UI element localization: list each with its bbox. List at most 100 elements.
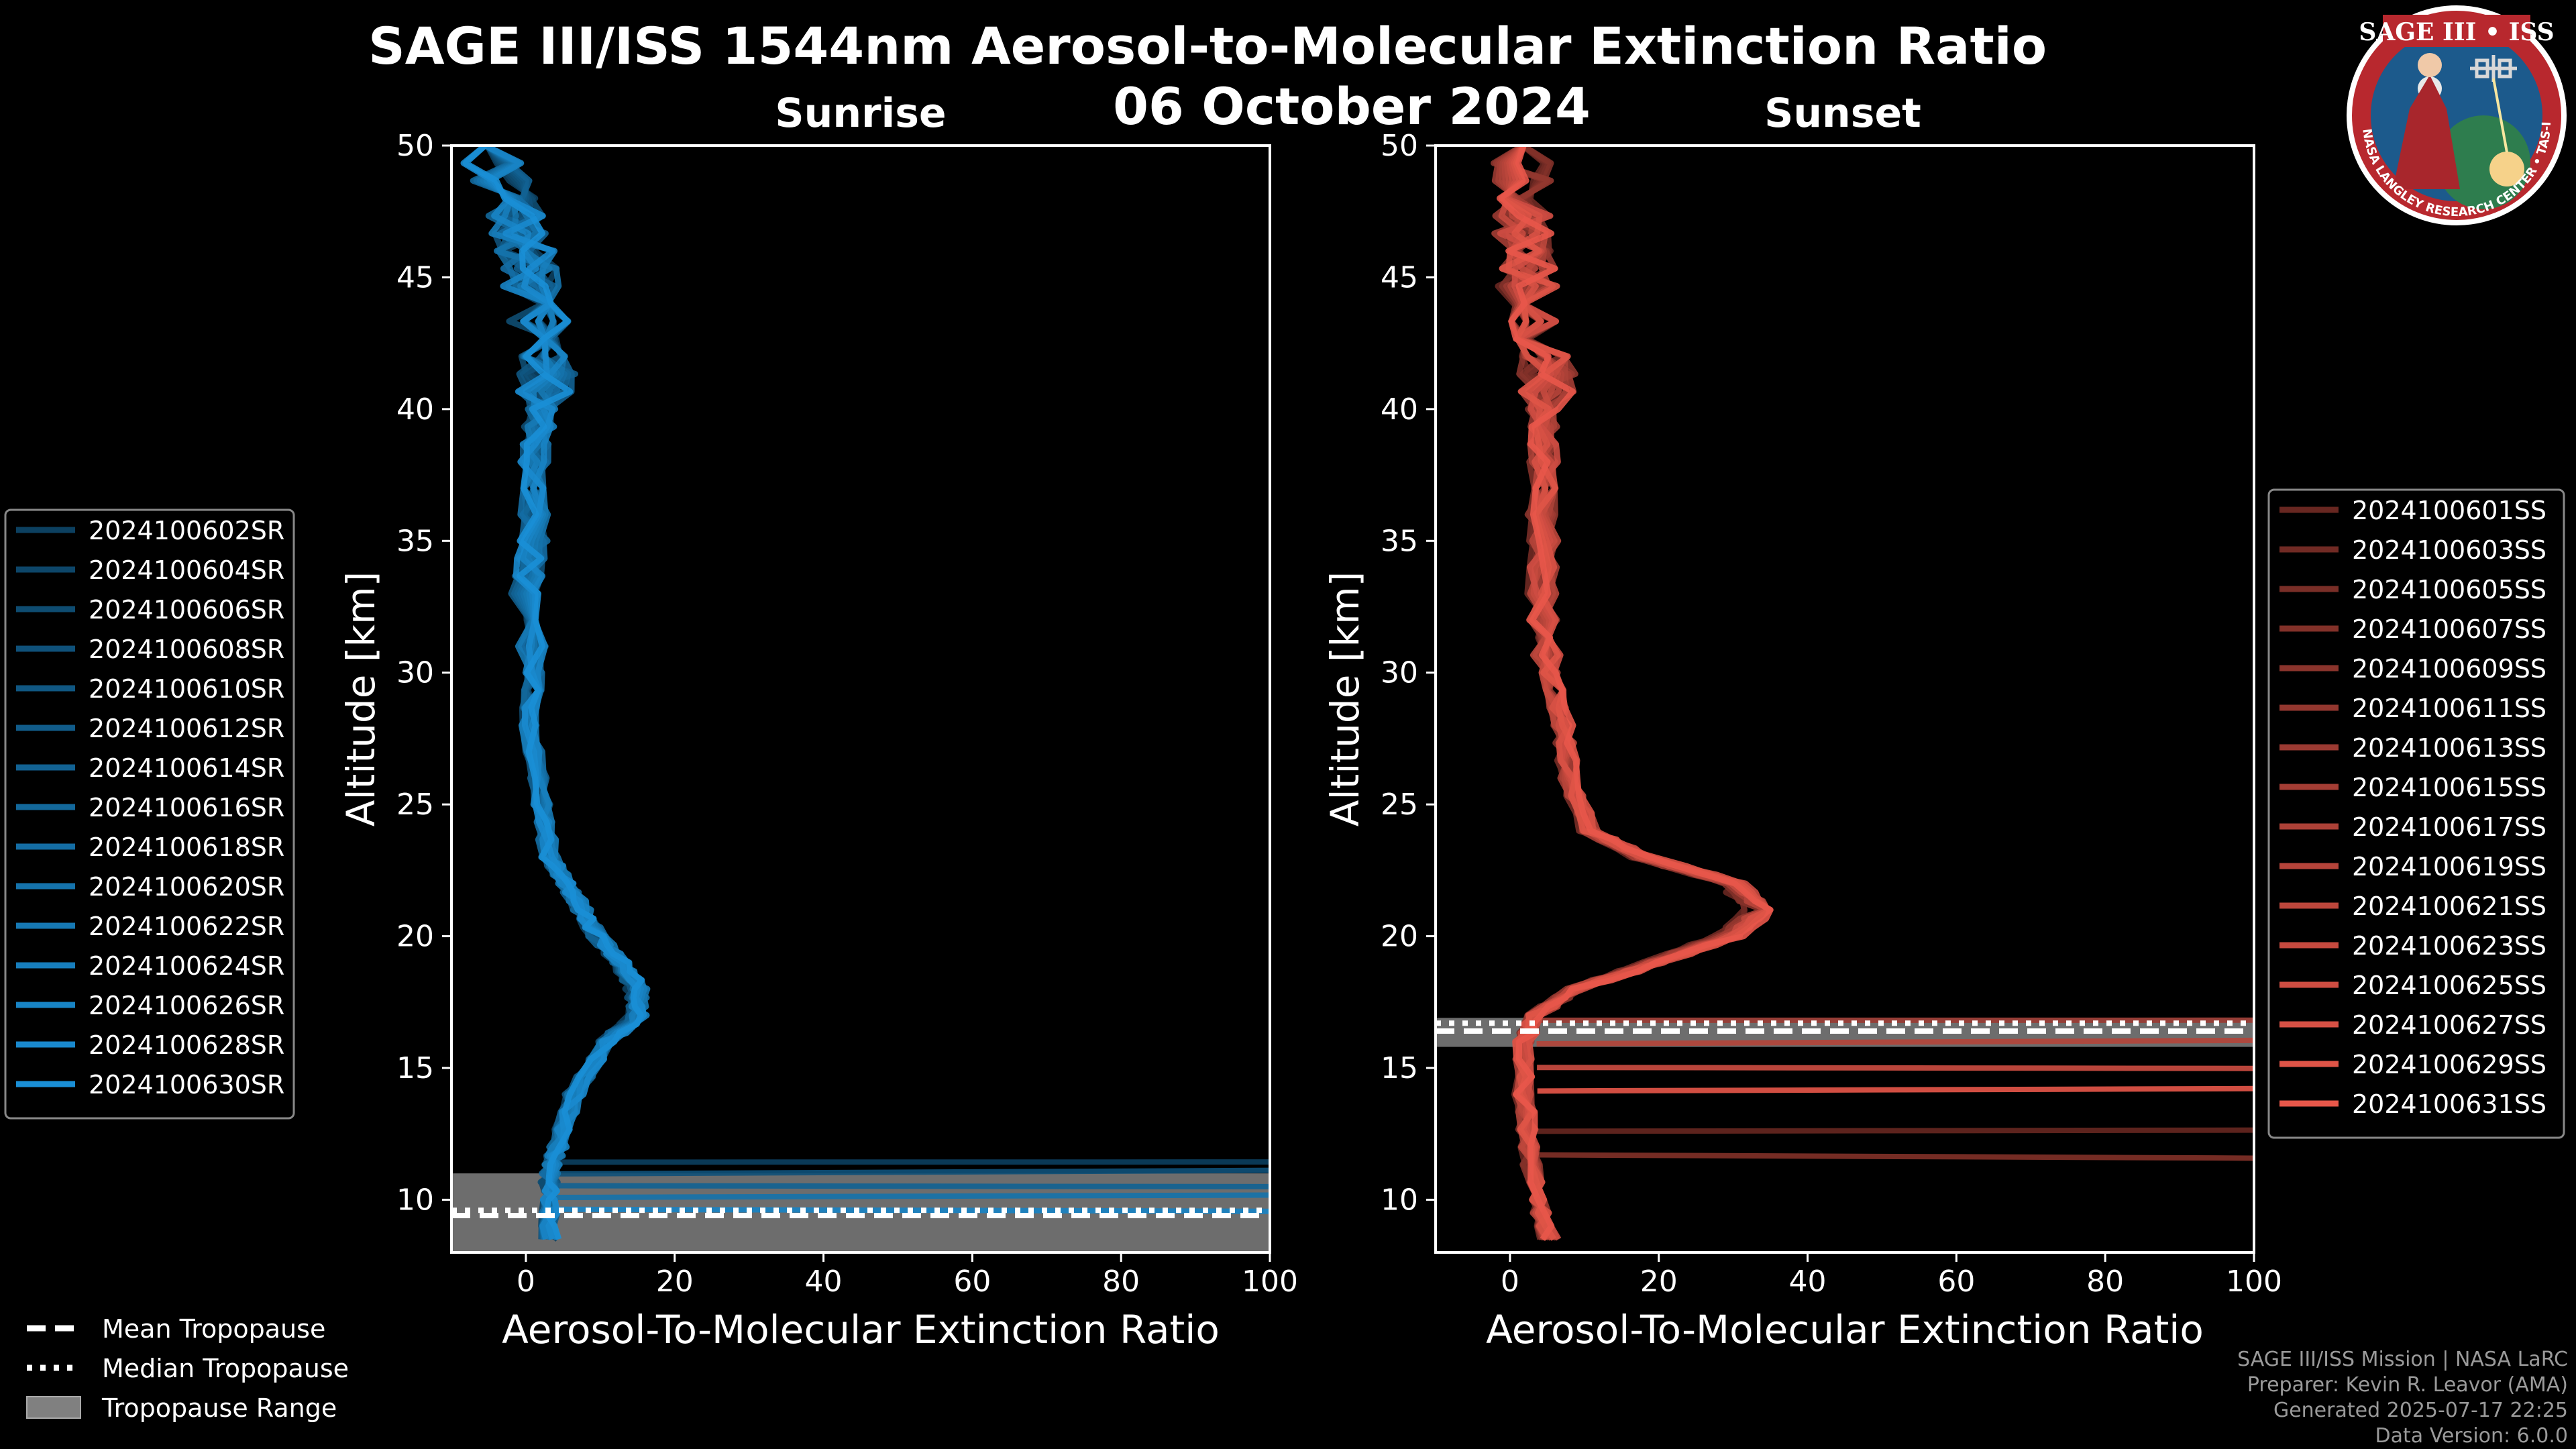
sunrise-plot-area: [451, 146, 1270, 1252]
credits: SAGE III/ISS Mission | NASA LaRC Prepare…: [2237, 1348, 2568, 1448]
sunset-legend-label: 2024100621SS: [2352, 892, 2546, 921]
sunrise-xtick-label: 0: [517, 1265, 535, 1299]
sunrise-legend-box: [4, 508, 295, 1120]
sunrise-legend-label: 2024100628SR: [89, 1030, 284, 1060]
sunrise-legend-label: 2024100618SR: [89, 833, 284, 862]
sunrise-series-line: [484, 146, 644, 1240]
sunset-legend-label: 2024100623SS: [2352, 931, 2546, 961]
logo-iss-icon: [2470, 55, 2517, 82]
tropopause-legend-label: Tropopause Range: [101, 1393, 337, 1423]
sunrise-legend: 2024100602SR 2024100604SR 2024100606SR 2024…: [4, 508, 295, 1120]
sunrise-series-line: [484, 146, 650, 1240]
sunset-xlabel: Aerosol-To-Molecular Extinction Ratio: [1486, 1307, 2204, 1352]
sunset-legend: 2024100601SS 2024100603SS 2024100605SS 2024…: [2267, 488, 2565, 1139]
sunset-legend-label: 2024100607SS: [2352, 614, 2546, 644]
sunset-ytick-label: 40: [1381, 392, 1418, 427]
sunrise-xtick-label: 60: [953, 1265, 991, 1299]
sunrise-legend-label: 2024100606SR: [89, 595, 284, 625]
sunset-ytick-label: 50: [1381, 129, 1418, 163]
sunset-panel: 0 20 40 60 80 100 10 15 20 25 30 35 40 45 50 Aerosol-To…: [1322, 90, 2282, 1352]
sunrise-ylabel: Altitude [km]: [338, 572, 384, 826]
sunset-legend-label: 2024100613SS: [2352, 733, 2546, 763]
tropopause-range-swatch: [26, 1396, 81, 1419]
logo-title-band: [2383, 15, 2530, 47]
tropopause-legend-label: Mean Tropopause: [102, 1314, 325, 1344]
sunrise-ytick-label: 35: [396, 524, 434, 558]
sunset-series-excursion: [1537, 1085, 2254, 1094]
sunrise-title: Sunrise: [775, 90, 946, 137]
sunrise-panel: 0 20 40 60 80 100 10 15 20 25 30 35 40 45 50 Aerosol-To…: [338, 90, 1298, 1352]
sunset-ylabel: Altitude [km]: [1322, 572, 1368, 826]
sunset-plot-area: [1436, 146, 2254, 1241]
sunrise-ytick-label: 50: [396, 129, 434, 163]
sunset-ytick-label: 30: [1381, 656, 1418, 690]
sunrise-ytick-label: 15: [396, 1051, 434, 1085]
sunrise-series-excursion: [549, 1167, 1270, 1177]
sunrise-ytick-label: 10: [396, 1183, 434, 1217]
sunset-ytick-label: 10: [1381, 1183, 1418, 1217]
sunrise-xtick-label: 100: [1242, 1265, 1298, 1299]
sunset-xtick-label: 0: [1501, 1265, 1519, 1299]
sunrise-series-line: [484, 146, 647, 1240]
sunset-ytick-label: 25: [1381, 788, 1418, 822]
sunset-series-excursion: [1535, 1127, 2254, 1134]
sunrise-xtick-label: 20: [656, 1265, 694, 1299]
sunrise-series-line: [484, 146, 649, 1240]
sunrise-series-line: [484, 146, 645, 1240]
sage-iii-iss-logo: SAGE III • ISS BALL • NASA LANGLEY RESEA…: [2347, 5, 2567, 225]
sunrise-series-line: [484, 146, 646, 1240]
sunrise-series-excursion: [549, 1192, 1270, 1201]
sunset-legend-label: 2024100605SS: [2352, 575, 2546, 604]
credit-line: Data Version: 6.0.0: [2375, 1424, 2568, 1448]
sunrise-series-line: [484, 146, 639, 1242]
sunrise-legend-label: 2024100608SR: [89, 635, 284, 664]
sunrise-series-line: [462, 146, 645, 1240]
logo-sun: [2489, 152, 2524, 186]
sunset-series-line: [1497, 146, 1772, 1241]
sunrise-legend-label: 2024100616SR: [89, 793, 284, 822]
sunset-series-line: [1498, 146, 1773, 1241]
sunrise-ytick-label: 40: [396, 392, 434, 427]
panels: 0 20 40 60 80 100101520253035404550Aerosol-To…: [338, 90, 2282, 1352]
sunset-xtick-label: 40: [1789, 1265, 1827, 1299]
credit-line: Generated 2025-07-17 22:25: [2273, 1399, 2568, 1422]
sunrise-series-line: [483, 146, 647, 1240]
sunrise-series-line: [480, 146, 651, 1240]
sunset-xtick-label: 100: [2226, 1265, 2282, 1299]
credit-line: Preparer: Kevin R. Leavor (AMA): [2247, 1373, 2568, 1397]
figure-title: SAGE III/ISS 1544nm Aerosol-to-Molecular…: [368, 16, 2047, 76]
sunset-legend-label: 2024100631SS: [2352, 1089, 2546, 1119]
logo-title: SAGE III • ISS: [2359, 18, 2554, 46]
sunrise-axes-frame: [450, 144, 1271, 1254]
sunset-title: Sunset: [1764, 90, 1921, 137]
sunset-series-line: [1499, 146, 1767, 1240]
tropopause-legend-label: Median Tropopause: [102, 1354, 349, 1383]
sunrise-xlabel: Aerosol-To-Molecular Extinction Ratio: [502, 1307, 1220, 1352]
sunset-legend-label: 2024100615SS: [2352, 773, 2546, 802]
sunset-legend-label: 2024100603SS: [2352, 535, 2546, 565]
sunset-xtick-label: 60: [1937, 1265, 1975, 1299]
sunset-ytick-label: 45: [1381, 260, 1418, 294]
sunrise-legend-label: 2024100620SR: [89, 872, 284, 902]
figure-date: 06 October 2024: [1113, 76, 1591, 136]
sunset-xtick-label: 80: [2086, 1265, 2124, 1299]
sunset-series-excursion: [1536, 1152, 2254, 1161]
sunrise-series-excursion: [549, 1183, 1270, 1189]
sunrise-legend-label: 2024100614SR: [89, 753, 284, 783]
sunset-series-line: [1501, 146, 1773, 1241]
sunrise-legend-label: 2024100610SR: [89, 674, 284, 704]
sunrise-xtick-label: 80: [1102, 1265, 1140, 1299]
logo-wizard-figure: [2393, 75, 2460, 189]
logo-beam: [2492, 78, 2508, 153]
sunset-axes-frame: [1434, 144, 2255, 1254]
sunset-legend-label: 2024100619SS: [2352, 852, 2546, 881]
sunrise-legend-label: 2024100602SR: [89, 516, 284, 545]
sunset-series-excursion: [1536, 1037, 2254, 1047]
sunrise-legend-label: 2024100604SR: [89, 555, 284, 585]
sunset-ytick-label: 20: [1381, 920, 1418, 954]
sunrise-legend-label: 2024100626SR: [89, 991, 284, 1020]
sunrise-ytick-label: 20: [396, 920, 434, 954]
tropopause-legend: Mean Tropopause Median Tropopause Tropopau…: [26, 1314, 349, 1423]
sunrise-series-line: [460, 146, 647, 1240]
